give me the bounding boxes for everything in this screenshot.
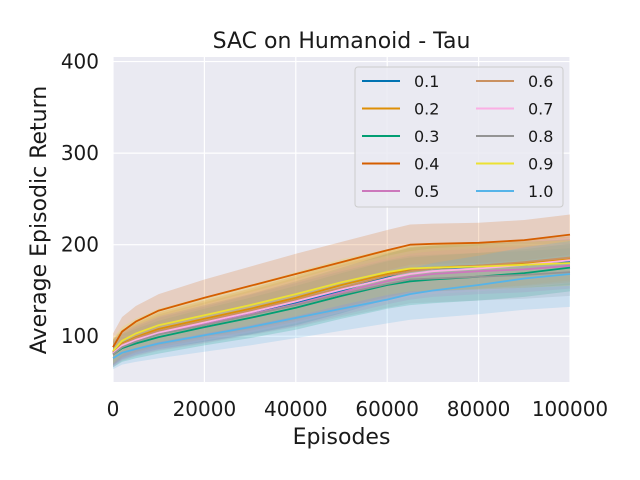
- y-tick-label: 200: [61, 233, 99, 257]
- gridlines: [112, 57, 571, 382]
- legend-box: [354, 66, 564, 208]
- x-tick-label: 80000: [447, 397, 511, 421]
- series-line-0.8: [112, 271, 571, 356]
- x-tick-labels: 0 20000 40000 60000 80000 100000: [107, 397, 609, 421]
- legend-label: 0.5: [414, 182, 439, 201]
- x-tick-label: 60000: [355, 397, 419, 421]
- band-0.3: [113, 243, 570, 368]
- x-tick-label: 40000: [264, 397, 328, 421]
- x-tick-label: 0: [107, 397, 120, 421]
- y-tick-label: 300: [61, 141, 99, 165]
- legend-label: 0.2: [414, 100, 439, 119]
- legend-label: 1.0: [528, 182, 553, 201]
- y-tick-label: 400: [61, 50, 99, 74]
- legend: 0.1 0.2 0.3 0.4 0.5 0.6 0.7 0.8 0.9 1.0: [354, 66, 564, 208]
- band-0.9: [113, 240, 570, 364]
- series-lines: [112, 233, 571, 359]
- series-line-0.9: [112, 262, 571, 352]
- x-axis-label: Episodes: [293, 425, 391, 450]
- band-0.1: [113, 239, 570, 366]
- legend-label: 0.8: [528, 127, 553, 146]
- legend-label: 0.3: [414, 127, 439, 146]
- band-0.5: [113, 242, 570, 367]
- y-tick-labels: 100 200 300 400: [61, 50, 99, 349]
- y-tick-label: 100: [61, 324, 99, 348]
- series-line-0.7: [112, 259, 571, 355]
- legend-label: 0.4: [414, 155, 439, 174]
- legend-label: 0.6: [528, 72, 553, 91]
- legend-label: 0.1: [414, 72, 439, 91]
- chart-title: SAC on Humanoid - Tau: [213, 29, 471, 54]
- band-0.4: [113, 214, 570, 361]
- series-line-0.4: [112, 233, 571, 348]
- legend-label: 0.9: [528, 155, 553, 174]
- series-line-1.0: [112, 273, 571, 359]
- y-axis-label: Average Episodic Return: [27, 86, 52, 354]
- x-tick-label: 20000: [173, 397, 237, 421]
- x-tick-label: 100000: [532, 397, 608, 421]
- legend-label: 0.7: [528, 100, 553, 119]
